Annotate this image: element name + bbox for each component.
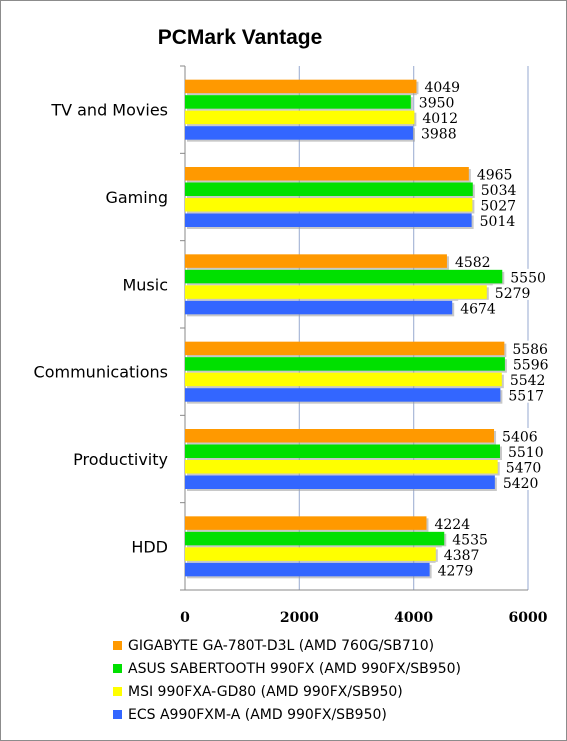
data-label: 4012 [422,111,458,127]
bar [185,126,413,140]
x-tick-label: 6000 [509,610,548,626]
data-label-bg [435,561,474,578]
bar [185,198,473,212]
data-label: 5510 [508,445,544,461]
data-label-bg [478,181,517,197]
bar [185,182,473,196]
data-label-bg [478,197,517,213]
bar [185,460,498,474]
data-label: 4674 [460,301,496,317]
data-label-bg [505,443,544,459]
category-label: HDD [131,537,168,556]
data-label-bg [432,515,471,531]
x-tick-label: 4000 [394,610,433,626]
legend-swatch [113,687,122,696]
legend-label: ASUS SABERTOOTH 990FX (AMD 990FX/SB950) [128,661,461,677]
bar [185,357,505,371]
data-label: 5596 [513,358,549,374]
data-label-bg [452,253,491,269]
legend-swatch [113,664,122,673]
category-label: TV and Movies [50,101,168,120]
data-label: 4582 [455,255,491,271]
data-label-bg [510,356,549,372]
data-label: 4224 [434,517,470,533]
data-label-bg [420,109,459,126]
bar [185,372,502,387]
data-label: 5586 [512,342,548,358]
bar [185,547,436,561]
data-label-bg [416,94,455,110]
category-label: Music [122,275,168,294]
legend-swatch [113,710,122,719]
bar [185,444,500,458]
data-label-bg [441,546,480,562]
category-label: Productivity [73,450,168,469]
data-label-bg [500,474,539,490]
legend-label: MSI 990FXA-GD80 (AMD 990FX/SB950) [128,684,403,700]
bar [185,562,430,577]
bar [185,429,495,443]
data-label: 4387 [444,548,480,564]
data-label: 3988 [421,127,457,143]
data-label: 4965 [477,168,513,184]
data-label-bg [507,371,546,388]
data-label: 4279 [438,563,474,579]
data-label-bg [458,299,497,316]
data-label-bg [477,212,516,228]
bar [185,388,501,402]
bar [185,516,427,530]
bar [185,110,415,125]
data-label: 5406 [502,430,538,446]
data-label: 5027 [480,199,516,215]
data-label: 4535 [452,532,488,548]
data-label: 5542 [510,373,546,389]
legend-swatch [113,641,122,650]
data-label: 5420 [503,476,539,492]
chart-title: PCMark Vantage [158,26,323,49]
x-tick-label: 0 [180,610,190,626]
data-label: 5470 [506,461,542,477]
data-label: 4049 [424,80,460,96]
x-tick-label: 2000 [280,610,319,626]
bar [185,475,495,489]
data-label-bg [508,268,547,285]
bar [185,79,417,94]
bar [185,341,505,356]
bar [185,300,453,315]
data-label: 5279 [495,286,531,302]
bar [185,254,447,268]
legend-label: ECS A990FXM-A (AMD 990FX/SB950) [128,707,387,723]
data-label-bg [422,78,461,95]
bar [185,95,411,109]
data-label-bg [506,387,545,403]
data-label-bg [503,459,542,475]
bar [185,167,469,181]
data-label: 5550 [510,270,546,286]
bar [185,531,445,546]
data-label: 5517 [508,389,544,405]
data-label: 3950 [419,96,455,112]
data-label: 5034 [481,183,517,199]
data-label-bg [500,428,539,444]
data-label-bg [474,166,513,182]
data-label: 5014 [480,214,516,230]
data-label-bg [418,125,457,141]
data-label-bg [510,340,549,357]
bar [185,285,487,299]
data-label-bg [492,284,531,300]
legend-label: GIGABYTE GA-780T-D3L (AMD 760G/SB710) [128,638,434,654]
data-label-bg [450,530,489,547]
category-label: Gaming [105,188,168,207]
bar [185,213,472,227]
category-label: Communications [34,363,168,382]
bar [185,269,503,284]
